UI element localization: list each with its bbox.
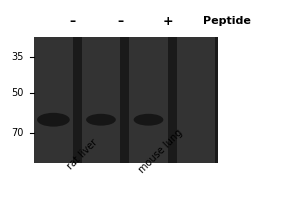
Ellipse shape (37, 113, 70, 127)
Text: rat liver: rat liver (66, 137, 100, 171)
Text: –: – (117, 15, 123, 28)
Ellipse shape (134, 114, 164, 126)
Text: 70: 70 (11, 128, 24, 138)
Text: 50: 50 (11, 88, 24, 98)
FancyBboxPatch shape (34, 37, 73, 163)
FancyBboxPatch shape (129, 37, 168, 163)
Text: –: – (70, 15, 76, 28)
FancyBboxPatch shape (82, 37, 120, 163)
Text: Peptide: Peptide (203, 16, 251, 26)
Text: mouse lung: mouse lung (137, 127, 184, 175)
FancyBboxPatch shape (177, 37, 215, 163)
Text: +: + (163, 15, 173, 28)
Ellipse shape (86, 114, 116, 126)
Text: 35: 35 (11, 52, 24, 62)
FancyBboxPatch shape (34, 37, 218, 163)
